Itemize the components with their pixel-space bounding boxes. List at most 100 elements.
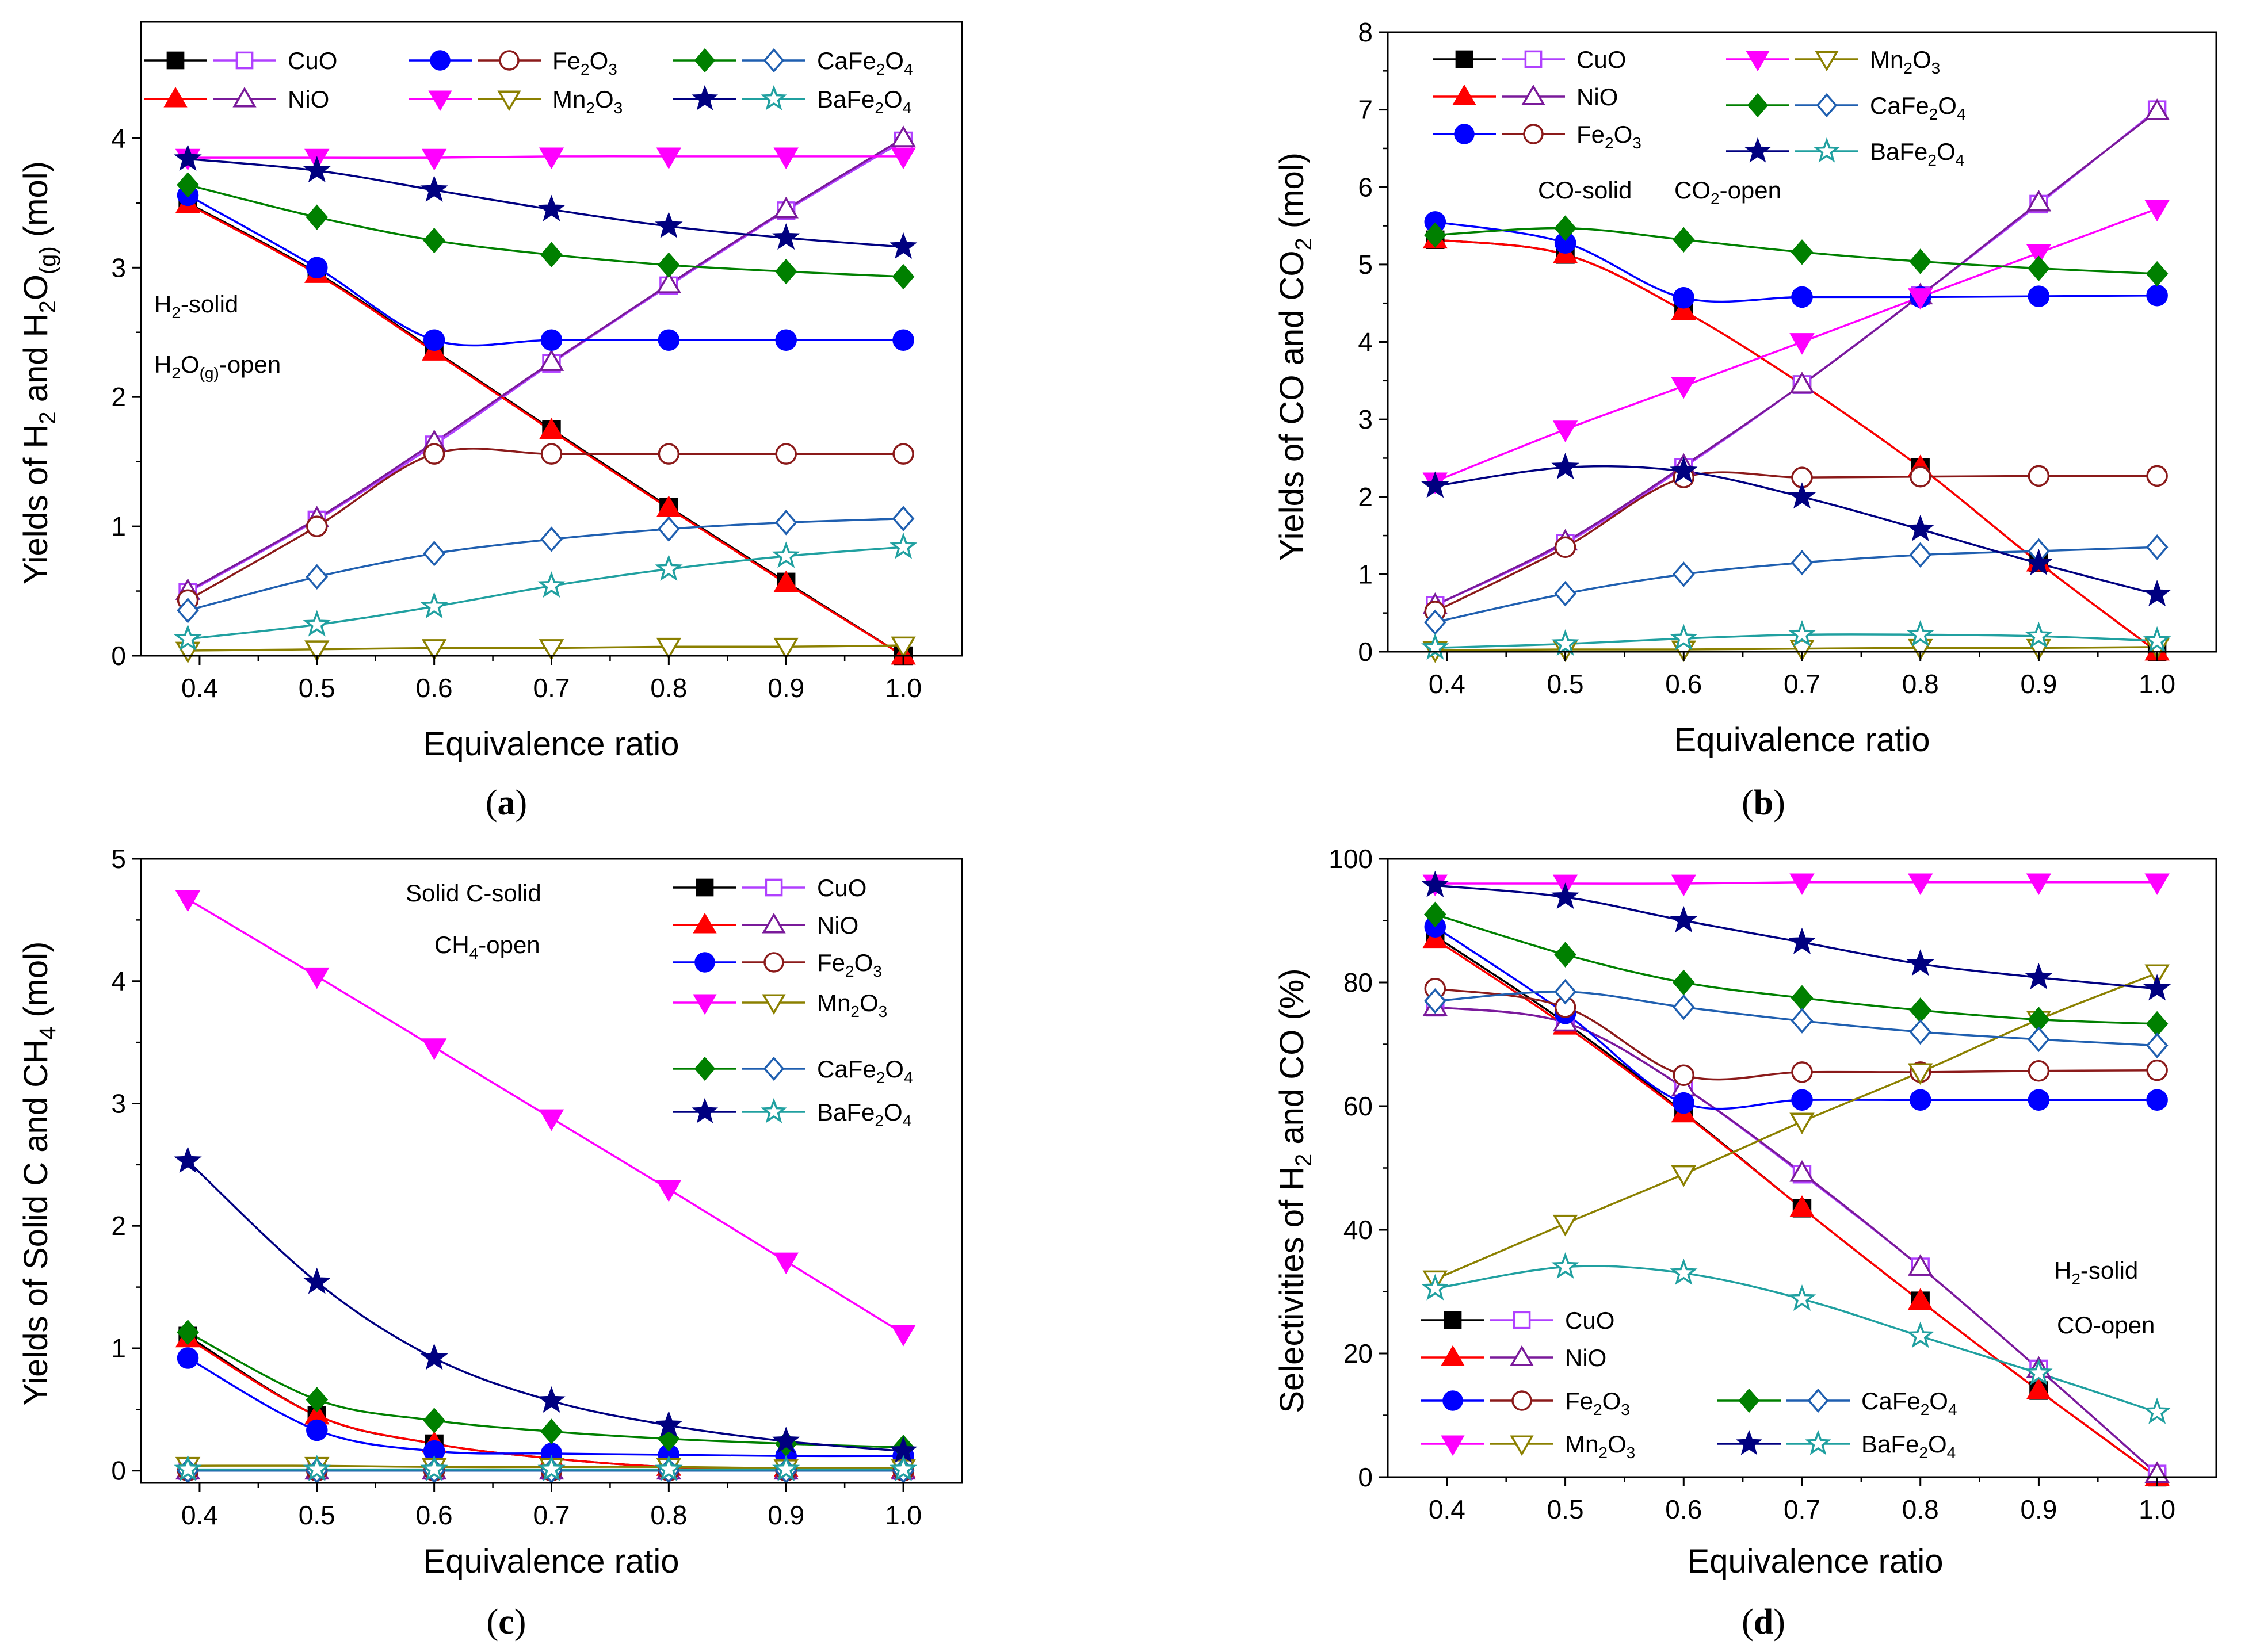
legend-label: CaFe2O4 (817, 47, 913, 78)
legend-label: Mn2O3 (817, 989, 887, 1020)
chart-panel-d: 0.4 0.5 0.6 0.7 0.8 0.9 1.0 0 20 40 60 80 100 H2-sol… (1273, 844, 2217, 1642)
y-axis-label-b: Yields of CO and CO2 (mol) (1273, 152, 1316, 561)
x-tick-label: 0.8 (650, 673, 687, 703)
data-point-BaFe2O4 (772, 1427, 800, 1454)
y-tick-label: 0 (111, 1456, 126, 1486)
data-point-Mn2O3 (2026, 873, 2052, 896)
data-point-Mn2O3 (1789, 333, 1815, 355)
data-point-CaFe2O4_open (2146, 1032, 2169, 1058)
data-point-CaFe2O4 (1791, 239, 1814, 265)
legend-marker-CaFe2O4 (1747, 93, 1769, 118)
x-tick-label: 0.6 (416, 1500, 453, 1530)
data-point-NiO_open (773, 196, 799, 219)
legend-marker-NiO_open (1521, 84, 1545, 105)
data-point-BaFe2O4_open (1421, 1274, 1449, 1301)
data-point-CaFe2O4_open (306, 564, 329, 590)
legend-label: Mn2O3 (1870, 46, 1940, 77)
legend-marker-Fe2O3 (1454, 124, 1475, 144)
data-point-CaFe2O4_open (774, 510, 797, 536)
data-point-BaFe2O4 (303, 156, 331, 183)
data-point-CaFe2O4_open (1791, 1008, 1814, 1034)
y-tick-label: 2 (1358, 482, 1373, 512)
data-point-BaFe2O4 (1788, 927, 1816, 954)
legend-marker-NiO (1452, 84, 1476, 105)
legend-label: BaFe2O4 (1861, 1431, 1956, 1462)
x-tick-label: 0.7 (1784, 669, 1820, 699)
data-point-Mn2O3 (421, 148, 447, 171)
data-point-BaFe2O4 (174, 144, 202, 171)
data-point-Mn2O3 (1789, 873, 1815, 896)
data-point-Fe2O3_open (775, 443, 797, 465)
legend-marker-CaFe2O4_open (1816, 93, 1838, 118)
data-point-Fe2O3 (306, 1419, 328, 1441)
x-tick-label: 0.4 (181, 673, 218, 703)
y-axis-label-a: Yields of H2 and H2O(g) (mol) (17, 161, 60, 584)
y-tick-label: 5 (111, 844, 126, 874)
data-point-CaFe2O4_open (1672, 561, 1695, 587)
legend-marker-CaFe2O4_open (763, 1056, 785, 1081)
data-point-BaFe2O4 (2143, 579, 2171, 607)
y-axis-label-d: Selectivities of H2 and CO (%) (1273, 968, 1316, 1413)
legend-label: BaFe2O4 (817, 86, 911, 117)
data-point-BaFe2O4 (655, 1410, 683, 1437)
data-point-BaFe2O4 (1551, 882, 1579, 909)
legend-label: Mn2O3 (1565, 1431, 1635, 1462)
legend-marker-NiO (1441, 1345, 1465, 1366)
data-point-NiO_open (1789, 1160, 1815, 1182)
data-point-CaFe2O4 (540, 242, 563, 268)
data-point-BaFe2O4_open (1670, 624, 1698, 651)
data-point-BaFe2O4_open (537, 1455, 566, 1482)
annotation-b-1: CO-solid (1538, 177, 1632, 204)
legend-marker-BaFe2O4_open (760, 85, 788, 110)
data-point-Mn2O3 (539, 1109, 564, 1131)
x-tick-label: 0.8 (650, 1500, 687, 1530)
legend-marker-CaFe2O4_open (763, 48, 785, 73)
y-tick-label: 40 (1343, 1215, 1373, 1245)
data-point-BaFe2O4 (1421, 471, 1449, 498)
data-point-Fe2O3 (540, 329, 563, 351)
caption-d: (d) (1742, 1603, 1785, 1642)
data-point-CaFe2O4 (177, 172, 199, 198)
series-markers-d (1421, 870, 2171, 1487)
data-point-Mn2O3 (2144, 200, 2170, 222)
data-point-Fe2O3_open (1673, 1064, 1695, 1086)
data-point-Fe2O3_open (1554, 536, 1576, 559)
series-markers-c (174, 890, 918, 1483)
data-point-BaFe2O4 (420, 175, 448, 202)
data-point-Fe2O3 (423, 329, 445, 351)
legend-label: BaFe2O4 (817, 1099, 911, 1130)
x-axis-label-a: Equivalence ratio (423, 725, 679, 763)
legend-marker-NiO_open (1510, 1345, 1534, 1366)
data-point-Fe2O3 (2146, 1089, 2168, 1111)
data-point-NiO (2026, 1378, 2052, 1399)
data-point-BaFe2O4_open (1906, 620, 1934, 647)
legend-marker-NiO (693, 912, 717, 934)
data-point-CaFe2O4 (306, 204, 329, 230)
annotation-d-1: H2-solid (2054, 1257, 2138, 1288)
data-point-NiO_open (656, 271, 682, 293)
data-point-CaFe2O4 (423, 227, 445, 254)
data-point-BaFe2O4_open (1788, 1284, 1816, 1311)
legend-marker-CuO (1455, 50, 1473, 68)
y-tick-label: 4 (1358, 327, 1373, 357)
data-point-Fe2O3 (306, 257, 328, 279)
data-point-Mn2O3 (891, 1325, 916, 1347)
annotation-d-2: CO-open (2057, 1311, 2155, 1339)
data-point-CaFe2O4 (177, 1320, 199, 1345)
data-point-Fe2O3_open (2028, 465, 2050, 487)
legend-marker-Fe2O3_open (499, 50, 520, 71)
x-tick-label: 1.0 (885, 1500, 922, 1530)
data-point-Fe2O3_open (658, 443, 680, 465)
data-point-CaFe2O4 (1909, 248, 1932, 274)
data-point-BaFe2O4_open (303, 610, 331, 637)
data-point-Fe2O3_open (306, 515, 328, 537)
legend-marker-BaFe2O4 (1735, 1429, 1763, 1455)
caption-b: (b) (1742, 783, 1785, 823)
series-line-BaFe2O4_open (1435, 1265, 2158, 1413)
y-tick-label: 7 (1358, 95, 1373, 125)
data-point-NiO (773, 570, 799, 592)
data-point-CaFe2O4 (1909, 997, 1932, 1023)
data-point-BaFe2O4 (1906, 514, 1934, 541)
chart-panel-c: 0.4 0.5 0.6 0.7 0.8 0.9 1.0 0 1 2 3 4 5 Solid C-soli… (17, 844, 963, 1642)
axis-ticks-b: 0.4 0.5 0.6 0.7 0.8 0.9 1.0 0 1 2 3 4 5 6 7 8 (1358, 17, 2217, 699)
